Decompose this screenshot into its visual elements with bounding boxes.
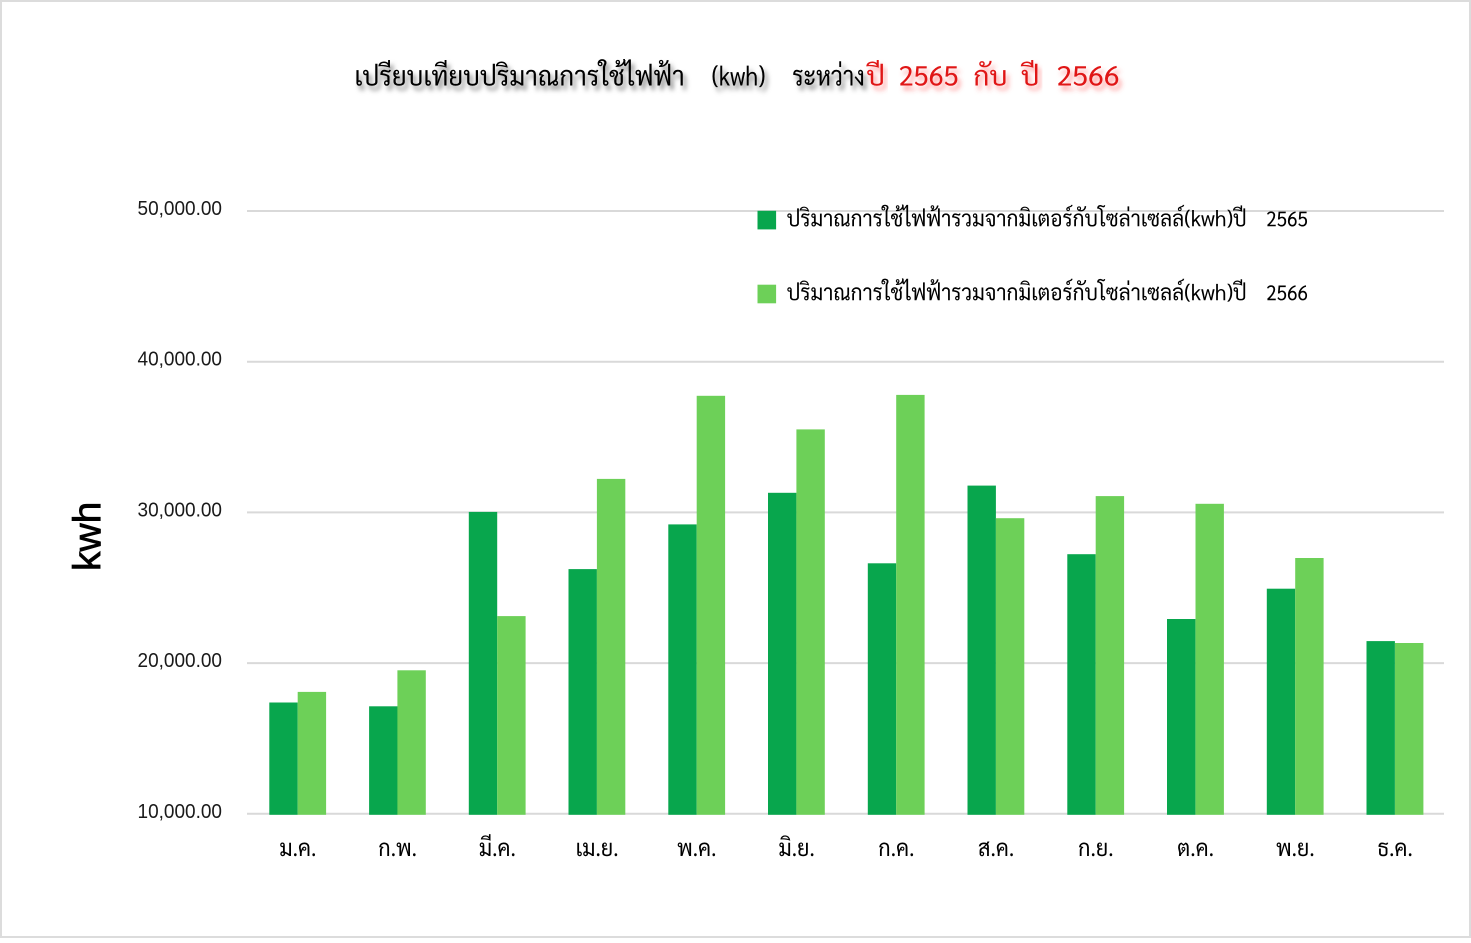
svg-text:10,000.00: 10,000.00 — [138, 801, 223, 823]
svg-text:40,000.00: 40,000.00 — [138, 349, 223, 371]
svg-text:kwh: kwh — [67, 502, 110, 571]
svg-text:50,000.00: 50,000.00 — [138, 198, 223, 220]
svg-text:20,000.00: 20,000.00 — [138, 650, 223, 672]
svg-text:30,000.00: 30,000.00 — [138, 499, 223, 521]
